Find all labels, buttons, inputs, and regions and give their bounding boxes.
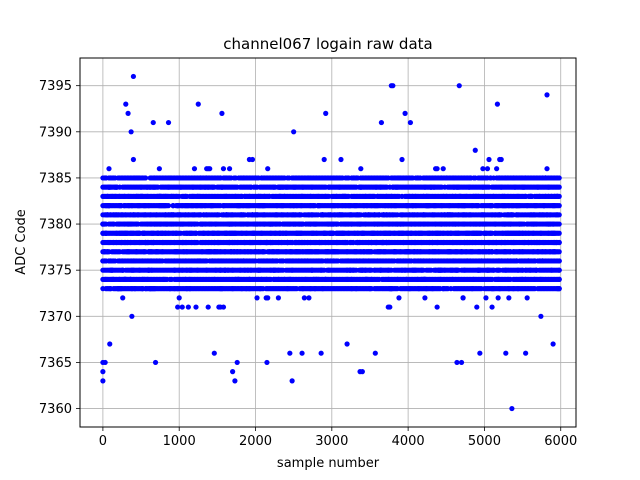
data-point (498, 156, 504, 163)
data-point (220, 166, 227, 172)
data-point (524, 295, 530, 301)
data-point (254, 295, 260, 301)
data-point (434, 166, 440, 172)
data-point (396, 295, 402, 301)
data-point (193, 304, 199, 310)
data-point (495, 295, 501, 301)
data-point (440, 166, 446, 172)
data-point (143, 175, 149, 181)
data-point (434, 304, 440, 310)
data-point (185, 304, 191, 310)
data-point (480, 166, 486, 172)
data-point (306, 295, 312, 301)
data-point (220, 304, 227, 310)
data-point (483, 295, 489, 301)
data-point (489, 304, 495, 310)
data-point (358, 166, 364, 172)
data-point (399, 156, 405, 163)
data-point (191, 166, 198, 172)
data-point (387, 304, 393, 310)
data-point (179, 304, 185, 310)
data-point (472, 147, 478, 153)
data-point (176, 295, 182, 301)
data-point (275, 295, 281, 301)
data-point (129, 313, 135, 319)
data-point (460, 295, 466, 301)
data-point (165, 203, 172, 209)
data-point (226, 166, 233, 172)
data-point (321, 156, 327, 163)
data-point (106, 166, 112, 172)
data-point (265, 295, 271, 301)
data-point (120, 295, 126, 301)
data-point (494, 166, 500, 172)
data-point (130, 156, 137, 163)
data-point (422, 295, 428, 301)
data-point (265, 166, 271, 172)
data-point (486, 156, 492, 163)
data-points (100, 73, 562, 412)
data-point (205, 304, 211, 310)
data-point (338, 156, 344, 163)
data-point (156, 166, 162, 172)
data-point (474, 304, 480, 310)
data-point (175, 304, 181, 310)
data-point (484, 166, 491, 172)
data-point (301, 295, 307, 301)
data-point (207, 166, 213, 172)
data-point (506, 295, 512, 301)
data-point (249, 156, 256, 163)
